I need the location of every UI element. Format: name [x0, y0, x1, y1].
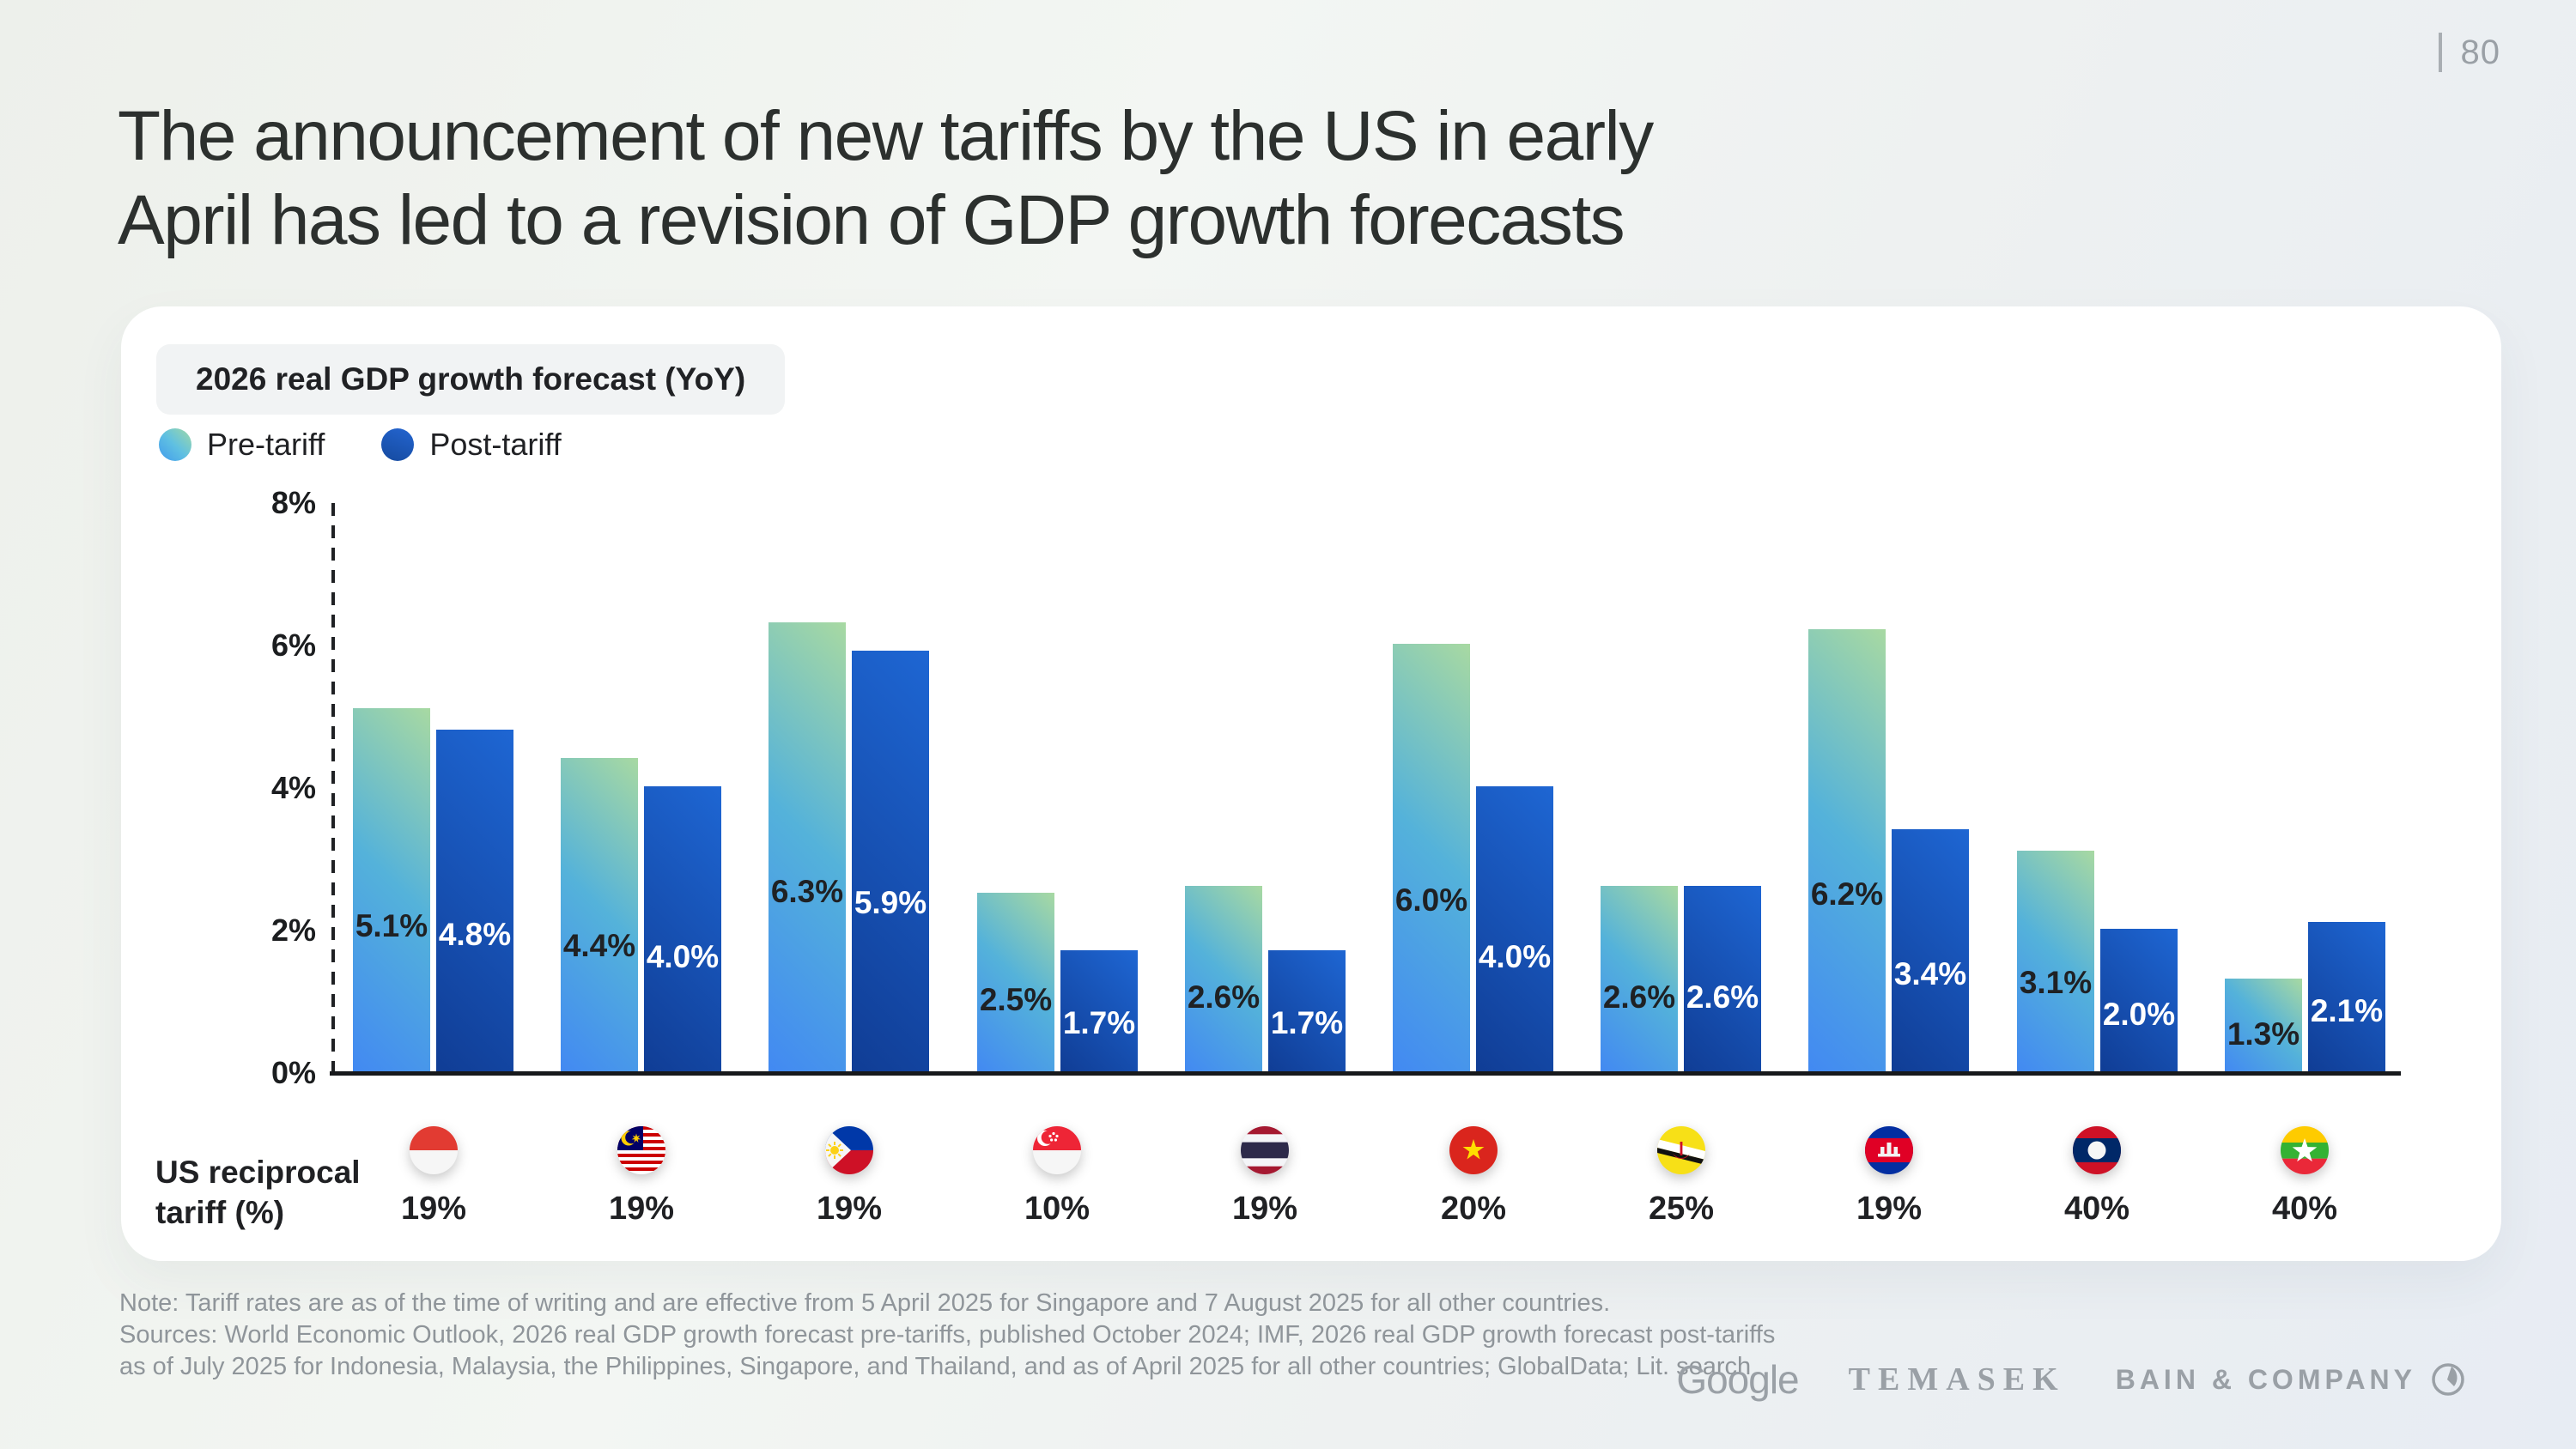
- pre-tariff-bar-indonesia: 5.1%: [353, 708, 430, 1071]
- page-number-value: 80: [2460, 33, 2500, 71]
- footnote-line1: Note: Tariff rates are as of the time of…: [119, 1289, 1611, 1317]
- bain-company-logo: BAIN & COMPANY: [2116, 1361, 2466, 1397]
- page-title-line2: April has led to a revision of GDP growt…: [118, 181, 1625, 259]
- footnote: Note: Tariff rates are as of the time of…: [119, 1288, 1775, 1383]
- tariff-value-thailand: 19%: [1231, 1191, 1298, 1227]
- post-tariff-bar-vietnam: 4.0%: [1476, 786, 1553, 1071]
- bar-value-label: 1.7%: [1270, 1005, 1344, 1040]
- footnote-line3: as of July 2025 for Indonesia, Malaysia,…: [119, 1353, 1752, 1380]
- x-axis-baseline: [330, 1071, 2401, 1076]
- footnote-line2: Sources: World Economic Outlook, 2026 re…: [119, 1321, 1776, 1349]
- bar-value-label: 5.9%: [854, 885, 927, 920]
- tariff-row-label: US reciprocal tariff (%): [155, 1155, 361, 1230]
- bar-value-label: 1.3%: [2227, 1016, 2300, 1052]
- post-tariff-bar-brunei: 2.6%: [1684, 886, 1761, 1071]
- bar-value-label: 2.1%: [2310, 993, 2384, 1028]
- laos-flag-icon: [2073, 1126, 2121, 1174]
- temasek-logo: TEMASEK: [1848, 1361, 2066, 1397]
- malaysia-flag-icon: [617, 1126, 665, 1174]
- tariff-value-philippines: 19%: [816, 1191, 883, 1227]
- page-title-line1: The announcement of new tariffs by the U…: [118, 97, 1654, 175]
- vietnam-flag-icon: [1449, 1126, 1498, 1174]
- y-tick-4pct: 4%: [270, 770, 316, 805]
- legend-item-post-tariff: Post-tariff: [381, 427, 562, 463]
- bain-company-logo-text: BAIN & COMPANY: [2115, 1363, 2416, 1395]
- legend-label-post-tariff: Post-tariff: [429, 427, 562, 462]
- bar-value-label: 2.6%: [1602, 979, 1676, 1015]
- bar-value-label: 4.0%: [1478, 939, 1552, 974]
- chart-legend: Pre-tariff Post-tariff: [159, 427, 618, 463]
- pre-tariff-bar-singapore: 2.5%: [977, 893, 1054, 1071]
- tariff-value-indonesia: 19%: [400, 1191, 467, 1227]
- post-tariff-bar-philippines: 5.9%: [852, 651, 929, 1071]
- page-number: 80: [2438, 33, 2501, 72]
- tariff-value-myanmar: 40%: [2271, 1191, 2338, 1227]
- bar-value-label: 1.7%: [1062, 1005, 1136, 1040]
- post-tariff-bar-myanmar: 2.1%: [2308, 922, 2385, 1071]
- tariff-value-malaysia: 19%: [608, 1191, 675, 1227]
- pre-tariff-bar-myanmar: 1.3%: [2225, 979, 2302, 1071]
- chart-title-badge: 2026 real GDP growth forecast (YoY): [156, 344, 786, 415]
- bar-value-label: 5.1%: [355, 908, 428, 943]
- y-tick-0pct: 0%: [270, 1055, 316, 1090]
- bar-value-label: 2.6%: [1187, 979, 1261, 1015]
- y-axis-dashed-line: [331, 503, 335, 1073]
- tariff-value-singapore: 10%: [1024, 1191, 1091, 1227]
- post-tariff-bar-thailand: 1.7%: [1268, 950, 1346, 1071]
- pre-tariff-bar-vietnam: 6.0%: [1393, 644, 1470, 1071]
- myanmar-flag-icon: [2281, 1126, 2329, 1174]
- post-tariff-swatch-icon: [381, 428, 415, 461]
- bar-value-label: 2.0%: [2102, 997, 2176, 1032]
- pre-tariff-bar-brunei: 2.6%: [1601, 886, 1678, 1071]
- singapore-flag-icon: [1033, 1126, 1081, 1174]
- post-tariff-bar-indonesia: 4.8%: [436, 730, 513, 1071]
- post-tariff-bar-malaysia: 4.0%: [644, 786, 721, 1071]
- pre-tariff-bar-malaysia: 4.4%: [561, 758, 638, 1071]
- tariff-value-brunei: 25%: [1648, 1191, 1715, 1227]
- bar-value-label: 3.1%: [2019, 965, 2093, 1000]
- post-tariff-bar-laos: 2.0%: [2100, 929, 2178, 1071]
- cambodia-flag-icon: [1865, 1126, 1913, 1174]
- bar-value-label: 6.3%: [770, 874, 844, 909]
- pre-tariff-bar-philippines: 6.3%: [769, 622, 846, 1071]
- bar-value-label: 4.4%: [562, 928, 636, 963]
- page-number-divider: [2438, 33, 2442, 72]
- post-tariff-bar-singapore: 1.7%: [1060, 950, 1138, 1071]
- chart-card: 2026 real GDP growth forecast (YoY) Pre-…: [121, 306, 2501, 1261]
- bar-plot-area: 5.1% 4.8% 4.4% 4.0% 6.3% 5.9% 2.5% 1.7% 2.6% 1.7%…: [333, 503, 2404, 1071]
- y-tick-8pct: 8%: [270, 485, 316, 520]
- y-tick-2pct: 2%: [270, 912, 316, 948]
- page-title: The announcement of new tariffs by the U…: [118, 94, 1654, 263]
- bar-value-label: 4.0%: [646, 939, 720, 974]
- y-axis-ticks: 0% 2% 4% 6% 8%: [121, 306, 316, 1261]
- pre-tariff-swatch-icon: [159, 428, 191, 461]
- legend-label-pre-tariff: Pre-tariff: [207, 427, 325, 462]
- pre-tariff-bar-laos: 3.1%: [2017, 851, 2094, 1071]
- pre-tariff-bar-cambodia: 6.2%: [1808, 629, 1886, 1071]
- tariff-value-cambodia: 19%: [1856, 1191, 1923, 1227]
- brand-logos: Google TEMASEK BAIN & COMPANY: [1676, 1356, 2466, 1403]
- bar-value-label: 3.4%: [1893, 956, 1967, 991]
- y-tick-6pct: 6%: [270, 627, 316, 663]
- bar-value-label: 4.8%: [438, 917, 512, 952]
- bar-value-label: 6.0%: [1394, 882, 1468, 918]
- legend-item-pre-tariff: Pre-tariff: [159, 427, 325, 463]
- tariff-value-laos: 40%: [2063, 1191, 2130, 1227]
- indonesia-flag-icon: [410, 1126, 458, 1174]
- philippines-flag-icon: [825, 1126, 873, 1174]
- bar-value-label: 2.6%: [1686, 979, 1759, 1015]
- thailand-flag-icon: [1241, 1126, 1289, 1174]
- brunei-flag-icon: [1657, 1126, 1705, 1174]
- post-tariff-bar-cambodia: 3.4%: [1892, 829, 1969, 1071]
- bar-value-label: 6.2%: [1810, 876, 1884, 912]
- bain-compass-icon: [2432, 1363, 2464, 1396]
- tariff-value-vietnam: 20%: [1440, 1191, 1507, 1227]
- pre-tariff-bar-thailand: 2.6%: [1185, 886, 1262, 1071]
- bar-value-label: 2.5%: [979, 982, 1053, 1017]
- google-logo: Google: [1676, 1357, 1799, 1402]
